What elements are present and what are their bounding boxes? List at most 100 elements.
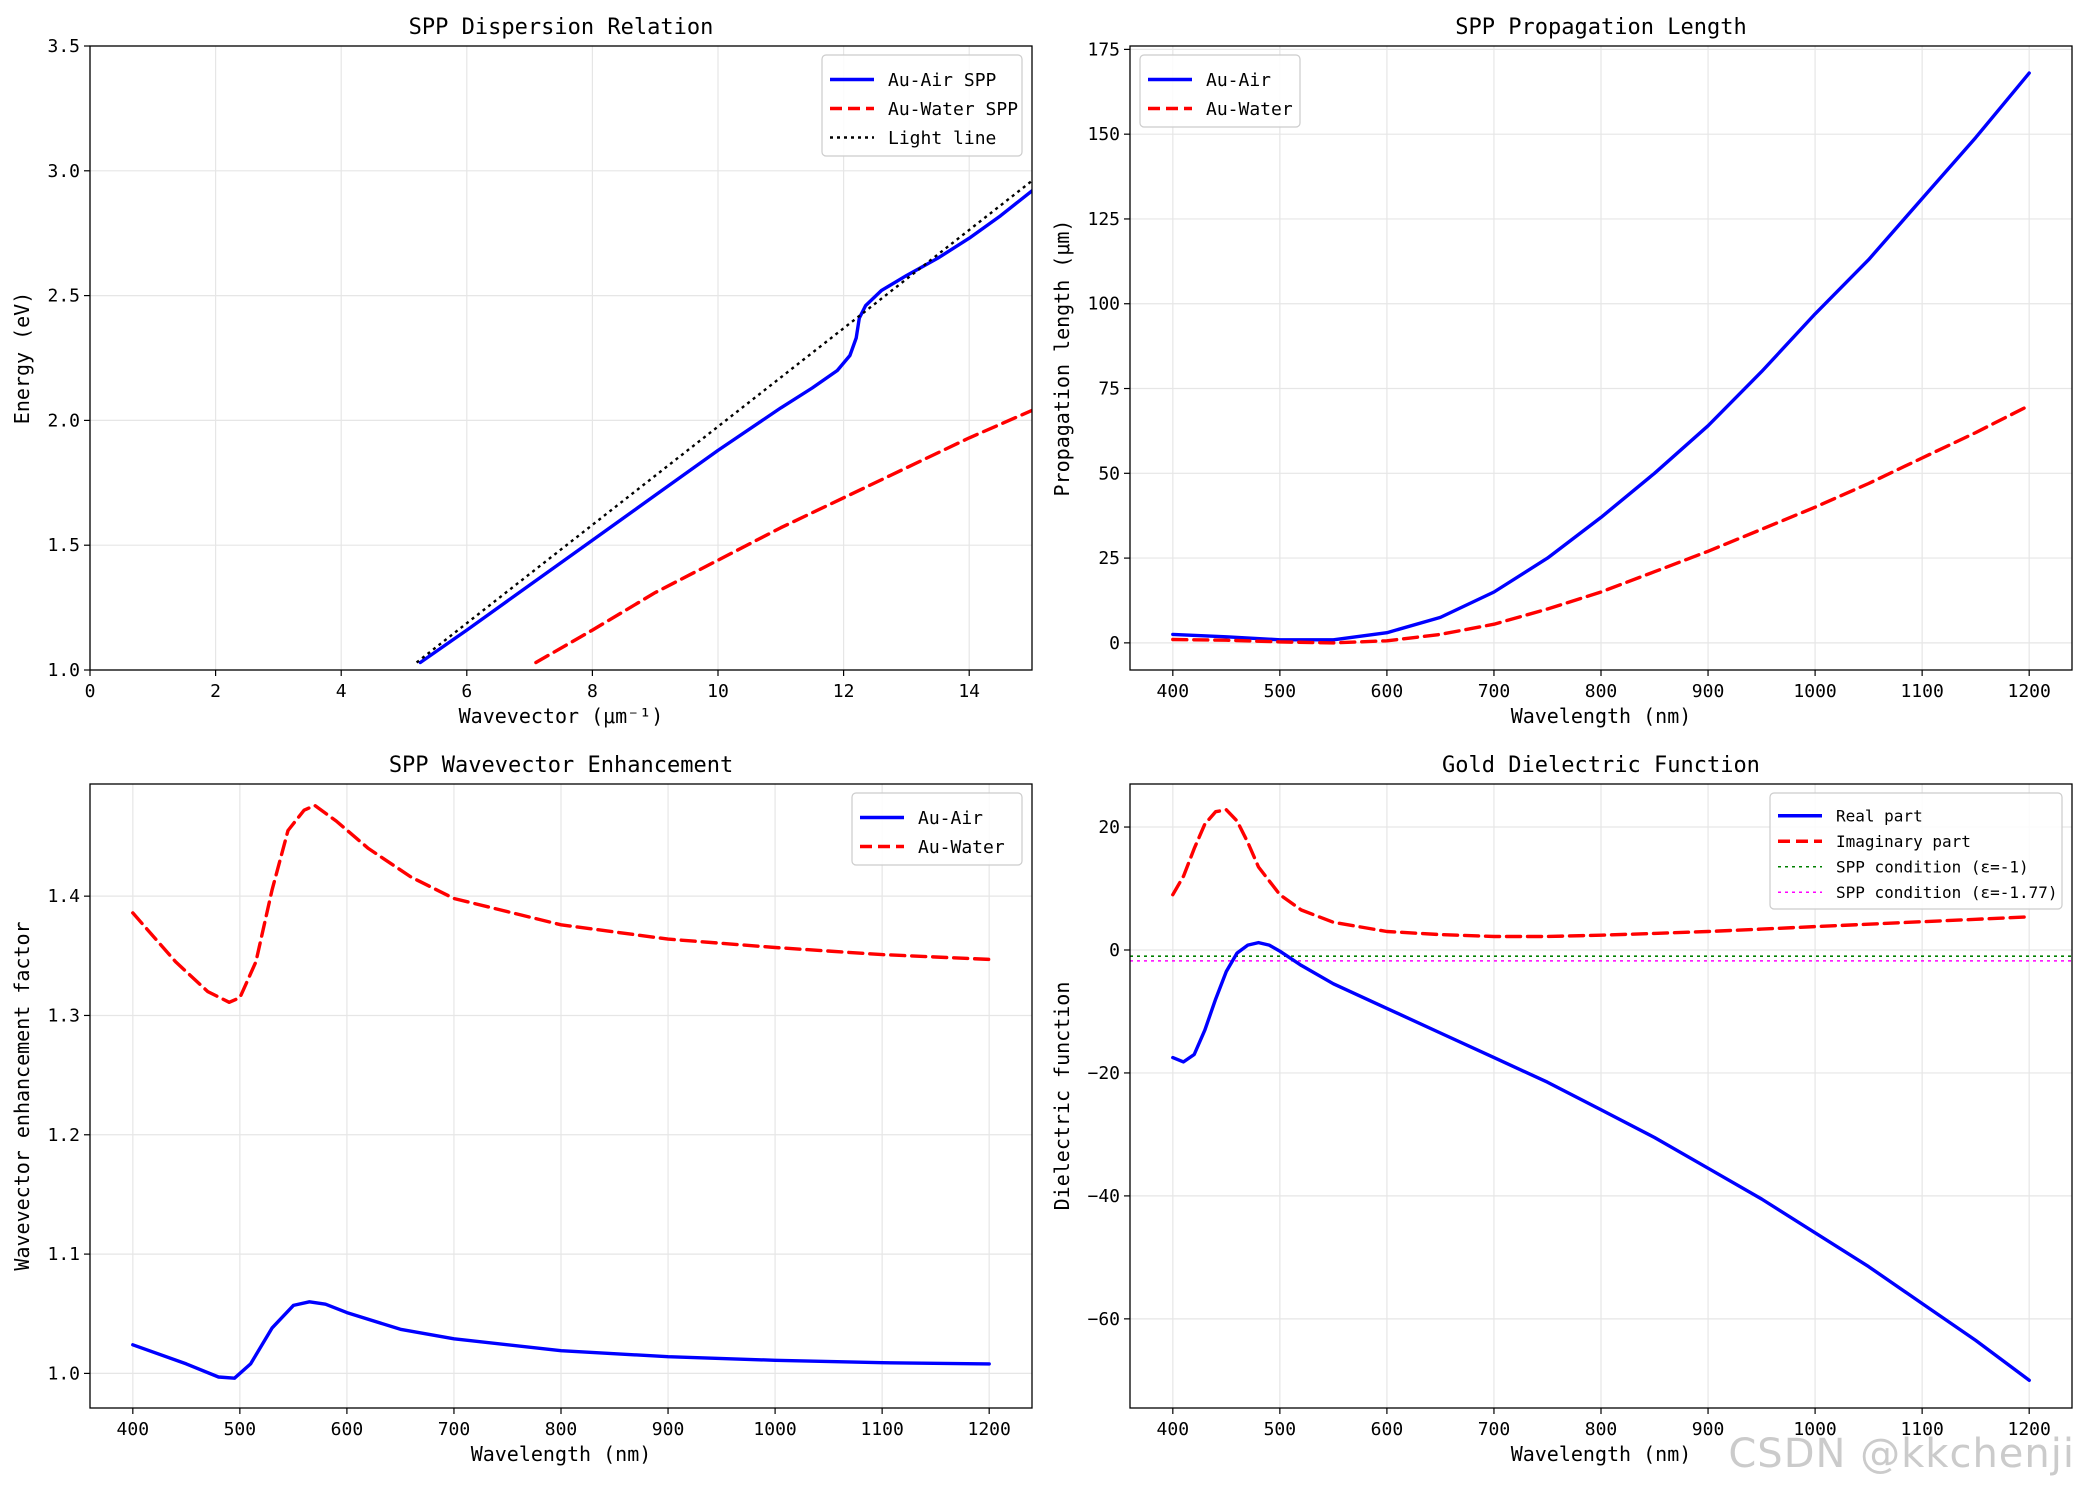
axes-frame xyxy=(89,45,1033,671)
chart-title: Gold Dielectric Function xyxy=(1442,753,1760,778)
x-tick-label: 600 xyxy=(331,1419,364,1440)
x-tick-label: 4 xyxy=(336,681,347,702)
x-tick-label: 900 xyxy=(1692,681,1725,702)
x-tick-label: 500 xyxy=(224,1419,257,1440)
legend-label: Au-Water xyxy=(918,837,1005,858)
legend-label: Au-Water SPP xyxy=(888,99,1018,120)
x-tick-label: 6 xyxy=(461,681,472,702)
legend-box xyxy=(851,792,1023,866)
y-tick-label: 0 xyxy=(1109,940,1120,961)
series-line xyxy=(1171,940,2031,1382)
legend-box xyxy=(1139,54,1301,128)
legend-label: SPP condition (ε=-1.77) xyxy=(1836,883,2058,902)
x-tick-label: 1000 xyxy=(1793,681,1836,702)
series-line xyxy=(415,179,1032,664)
x-tick-label: 400 xyxy=(1157,1419,1190,1440)
y-tick-label: 1.3 xyxy=(47,1005,80,1026)
x-tick-label: 900 xyxy=(1692,1419,1725,1440)
y-tick-label: 1.5 xyxy=(47,535,80,556)
x-tick-label: 1000 xyxy=(1793,1419,1836,1440)
legend-label: SPP condition (ε=-1) xyxy=(1836,858,2029,877)
x-tick-label: 800 xyxy=(1585,1419,1618,1440)
x-tick-label: 600 xyxy=(1371,1419,1404,1440)
y-tick-label: 150 xyxy=(1087,124,1120,145)
series-line xyxy=(534,408,1032,665)
legend: Au-Air Au-Water xyxy=(851,792,1023,866)
y-tick-label: 125 xyxy=(1087,209,1120,230)
x-tick-label: 10 xyxy=(707,681,729,702)
x-tick-label: 500 xyxy=(1264,1419,1297,1440)
y-tick-label: 2.0 xyxy=(47,410,80,431)
y-axis-label: Dielectric function xyxy=(1050,982,1074,1211)
x-tick-label: 900 xyxy=(652,1419,685,1440)
x-axis-label: Wavelength (nm) xyxy=(1511,1442,1692,1466)
x-axis-label: Wavelength (nm) xyxy=(471,1442,652,1466)
x-tick-label: 400 xyxy=(1157,681,1190,702)
y-axis-label: Wavevector enhancement factor xyxy=(10,921,34,1270)
plot-area xyxy=(1171,71,2031,645)
y-tick-label: 75 xyxy=(1098,379,1120,400)
y-tick-label: 175 xyxy=(1087,39,1120,60)
plot-area xyxy=(131,803,991,1380)
x-tick-label: 1100 xyxy=(1900,681,1943,702)
legend: Real part Imaginary part SPP condition (ε=… xyxy=(1769,792,2063,910)
y-tick-label: 3.0 xyxy=(47,161,80,182)
y-tick-label: 0 xyxy=(1109,633,1120,654)
series-line xyxy=(131,1300,991,1380)
plot-area xyxy=(415,179,1032,665)
chart-panel-1: 0 2 4 6 8 10 12 14 1.0 1.5 2.0 2.5 3.0 3.5 SPP Dispers… xyxy=(10,15,1033,728)
y-tick-label: 1.0 xyxy=(47,1363,80,1384)
y-tick-label: 3.5 xyxy=(47,36,80,57)
y-tick-label: −40 xyxy=(1087,1186,1120,1207)
x-tick-label: 1200 xyxy=(2008,1419,2051,1440)
x-tick-label: 600 xyxy=(1371,681,1404,702)
legend-label: Imaginary part xyxy=(1836,832,1971,851)
x-tick-label: 1200 xyxy=(968,1419,1011,1440)
chart-panel-2: 400 500 600 700 800 900 1000 1100 1200 0 25 50 75 100… xyxy=(1050,15,2073,728)
series-line xyxy=(418,189,1032,665)
y-axis-label: Energy (eV) xyxy=(10,292,34,424)
x-tick-label: 1000 xyxy=(753,1419,796,1440)
series-line xyxy=(1171,71,2031,642)
chart-panel-4: 400 500 600 700 800 900 1000 1100 1200 −60 −40 −20 0… xyxy=(1050,753,2073,1466)
y-tick-label: 20 xyxy=(1098,817,1120,838)
x-tick-label: 2 xyxy=(210,681,221,702)
x-tick-label: 700 xyxy=(1478,1419,1511,1440)
chart-panel-3: 400 500 600 700 800 900 1000 1100 1200 1.0 1.1 1.2 1… xyxy=(10,753,1033,1466)
series-line xyxy=(1171,808,2031,939)
y-tick-label: 100 xyxy=(1087,294,1120,315)
y-tick-label: −60 xyxy=(1087,1309,1120,1330)
legend-label: Light line xyxy=(888,128,996,149)
x-tick-label: 1100 xyxy=(860,1419,903,1440)
x-tick-label: 800 xyxy=(1585,681,1618,702)
y-tick-label: 1.1 xyxy=(47,1244,80,1265)
x-tick-label: 700 xyxy=(438,1419,471,1440)
x-tick-label: 400 xyxy=(117,1419,150,1440)
y-tick-label: 50 xyxy=(1098,463,1120,484)
plot-area xyxy=(1130,808,2072,1382)
x-tick-label: 700 xyxy=(1478,681,1511,702)
x-tick-label: 12 xyxy=(833,681,855,702)
y-tick-label: 1.0 xyxy=(47,660,80,681)
y-tick-label: 1.2 xyxy=(47,1125,80,1146)
legend: Au-Air SPP Au-Water SPP Light line xyxy=(821,54,1023,157)
legend-label: Au-Air xyxy=(1206,70,1271,91)
watermark-text: CSDN @kkchenji xyxy=(1728,1431,2075,1477)
y-tick-label: 2.5 xyxy=(47,286,80,307)
y-tick-label: 1.4 xyxy=(47,886,80,907)
series-line xyxy=(1171,403,2031,645)
legend: Au-Air Au-Water xyxy=(1139,54,1301,128)
y-axis-label: Propagation length (μm) xyxy=(1050,220,1074,497)
chart-title: SPP Propagation Length xyxy=(1455,15,1746,40)
x-axis-label: Wavevector (μm⁻¹) xyxy=(459,704,664,728)
chart-title: SPP Dispersion Relation xyxy=(409,15,714,40)
y-tick-label: 25 xyxy=(1098,548,1120,569)
x-tick-label: 14 xyxy=(958,681,980,702)
x-axis-label: Wavelength (nm) xyxy=(1511,704,1692,728)
legend-label: Au-Air xyxy=(918,808,983,829)
x-tick-label: 8 xyxy=(587,681,598,702)
y-tick-label: −20 xyxy=(1087,1063,1120,1084)
legend-label: Real part xyxy=(1836,807,1923,826)
x-tick-label: 1200 xyxy=(2008,681,2051,702)
